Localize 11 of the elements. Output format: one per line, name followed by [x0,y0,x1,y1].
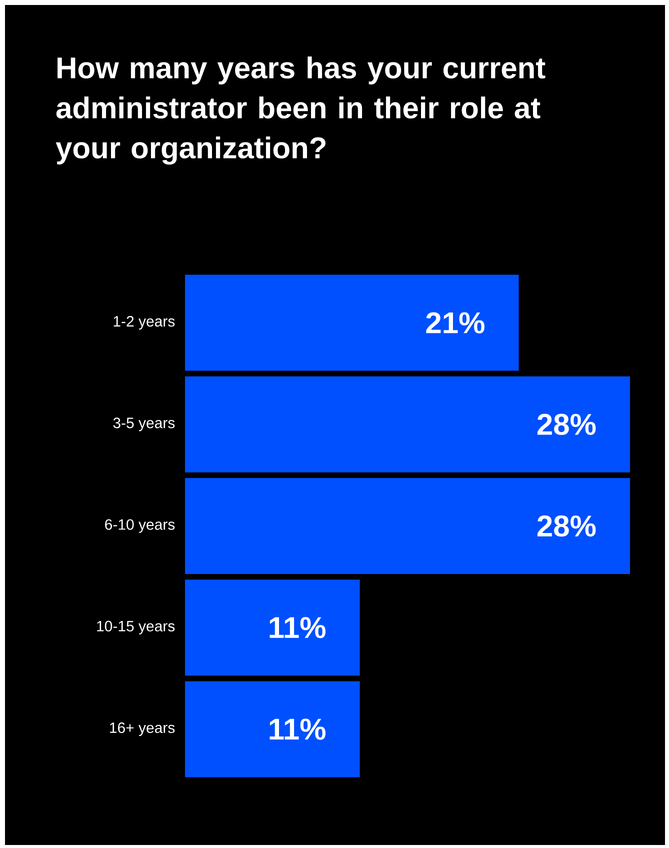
y-tick-label: 6-10 years [105,519,175,533]
chart-title: How many years has your current administrator been in their role at your organization? [56,56,546,165]
data-label: 11% [270,718,326,740]
y-tick-label: 10-15 years [97,620,175,634]
data-label: 21% [426,312,484,334]
data-label: 11% [270,617,326,638]
data-label: 28% [537,515,596,537]
y-tick-label: 1-2 years [114,316,175,330]
data-label: 28% [537,414,596,436]
y-tick-label: 3-5 years [113,418,175,432]
y-tick-label: 16+ years [110,722,175,736]
